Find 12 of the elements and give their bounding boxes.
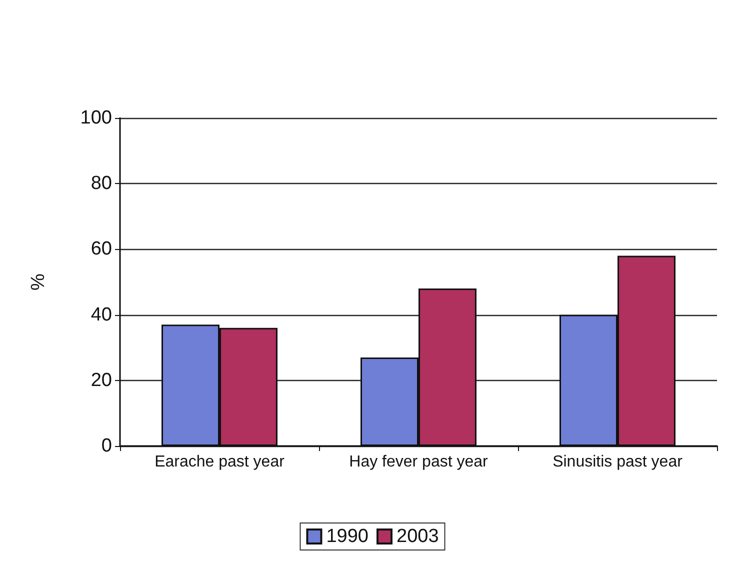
y-tick-label: 0 bbox=[101, 436, 112, 456]
x-tick-label: Earache past year bbox=[154, 454, 286, 470]
y-tick-label: 60 bbox=[90, 238, 112, 260]
legend-label: 1990 bbox=[326, 526, 369, 547]
x-tick-label: Hay fever past year bbox=[349, 454, 489, 470]
y-axis-title: % bbox=[28, 273, 49, 290]
y-tick-label: 100 bbox=[80, 108, 112, 128]
y-tick-label: 80 bbox=[90, 173, 112, 194]
y-tick-label: 20 bbox=[90, 370, 112, 391]
legend-label: 2003 bbox=[396, 526, 439, 547]
y-tick-label: 40 bbox=[90, 304, 112, 326]
x-tick-label: Sinusitis past year bbox=[552, 454, 684, 470]
